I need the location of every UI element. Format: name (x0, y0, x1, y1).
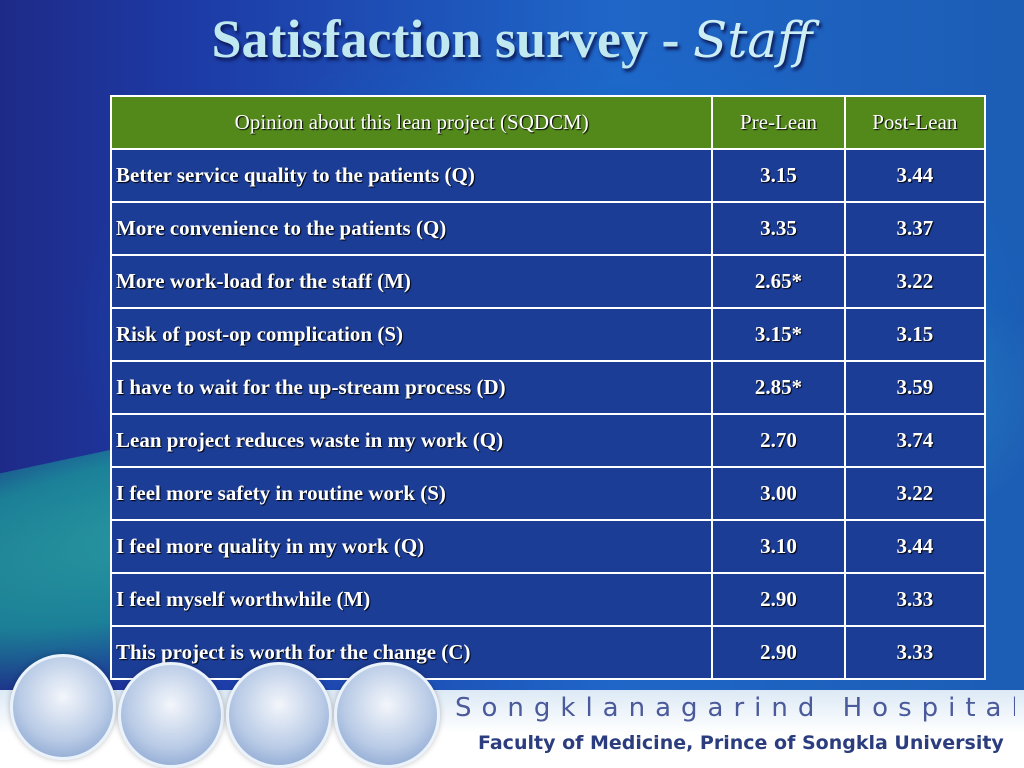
pre-lean-cell: 3.15 (711, 148, 846, 203)
table-row: More work-load for the staff (M) 2.65* 3… (109, 254, 987, 309)
header-opinion: Opinion about this lean project (SQDCM) (109, 95, 714, 150)
table-row: I feel more safety in routine work (S) 3… (109, 466, 987, 521)
pre-lean-cell: 3.35 (711, 201, 846, 256)
survey-table: Opinion about this lean project (SQDCM) … (109, 95, 987, 680)
faculty-name: Faculty of Medicine, Prince of Songkla U… (478, 732, 1004, 754)
post-lean-cell: 3.22 (843, 254, 987, 309)
post-lean-cell: 3.15 (843, 307, 987, 362)
pre-lean-cell: 3.00 (711, 466, 846, 521)
slide-title-main: Satisfaction survey - (211, 9, 680, 69)
table-row: Lean project reduces waste in my work (Q… (109, 413, 987, 468)
table-row: I have to wait for the up-stream process… (109, 360, 987, 415)
opinion-cell: Better service quality to the patients (… (109, 148, 714, 203)
opinion-cell: Risk of post-op complication (S) (109, 307, 714, 362)
slide-title: Satisfaction survey - Staff (0, 8, 1024, 70)
opinion-cell: I feel myself worthwhile (M) (109, 572, 714, 627)
pre-lean-cell: 2.85* (711, 360, 846, 415)
table-header-row: Opinion about this lean project (SQDCM) … (109, 95, 987, 150)
opinion-cell: I have to wait for the up-stream process… (109, 360, 714, 415)
staff-photo (10, 654, 116, 760)
staff-photos (10, 640, 450, 768)
table-row: Better service quality to the patients (… (109, 148, 987, 203)
post-lean-cell: 3.44 (843, 519, 987, 574)
pre-lean-cell: 3.10 (711, 519, 846, 574)
header-pre-lean: Pre-Lean (711, 95, 846, 150)
post-lean-cell: 3.33 (843, 625, 987, 680)
table-row: Risk of post-op complication (S) 3.15* 3… (109, 307, 987, 362)
opinion-cell: More convenience to the patients (Q) (109, 201, 714, 256)
hospital-name: Songklanagarind Hospital (455, 693, 1015, 723)
pre-lean-cell: 2.65* (711, 254, 846, 309)
table-row: I feel myself worthwhile (M) 2.90 3.33 (109, 572, 987, 627)
opinion-cell: This project is worth for the change (C) (109, 625, 714, 680)
staff-photo (334, 662, 440, 768)
opinion-cell: I feel more quality in my work (Q) (109, 519, 714, 574)
header-post-lean: Post-Lean (843, 95, 987, 150)
slide-title-accent: Staff (692, 11, 813, 69)
pre-lean-cell: 2.70 (711, 413, 846, 468)
opinion-cell: Lean project reduces waste in my work (Q… (109, 413, 714, 468)
table-row: This project is worth for the change (C)… (109, 625, 987, 680)
post-lean-cell: 3.59 (843, 360, 987, 415)
post-lean-cell: 3.74 (843, 413, 987, 468)
post-lean-cell: 3.33 (843, 572, 987, 627)
table-row: More convenience to the patients (Q) 3.3… (109, 201, 987, 256)
pre-lean-cell: 2.90 (711, 625, 846, 680)
staff-photo (226, 662, 332, 768)
post-lean-cell: 3.37 (843, 201, 987, 256)
post-lean-cell: 3.44 (843, 148, 987, 203)
pre-lean-cell: 3.15* (711, 307, 846, 362)
staff-photo (118, 662, 224, 768)
opinion-cell: More work-load for the staff (M) (109, 254, 714, 309)
opinion-cell: I feel more safety in routine work (S) (109, 466, 714, 521)
pre-lean-cell: 2.90 (711, 572, 846, 627)
table-row: I feel more quality in my work (Q) 3.10 … (109, 519, 987, 574)
post-lean-cell: 3.22 (843, 466, 987, 521)
